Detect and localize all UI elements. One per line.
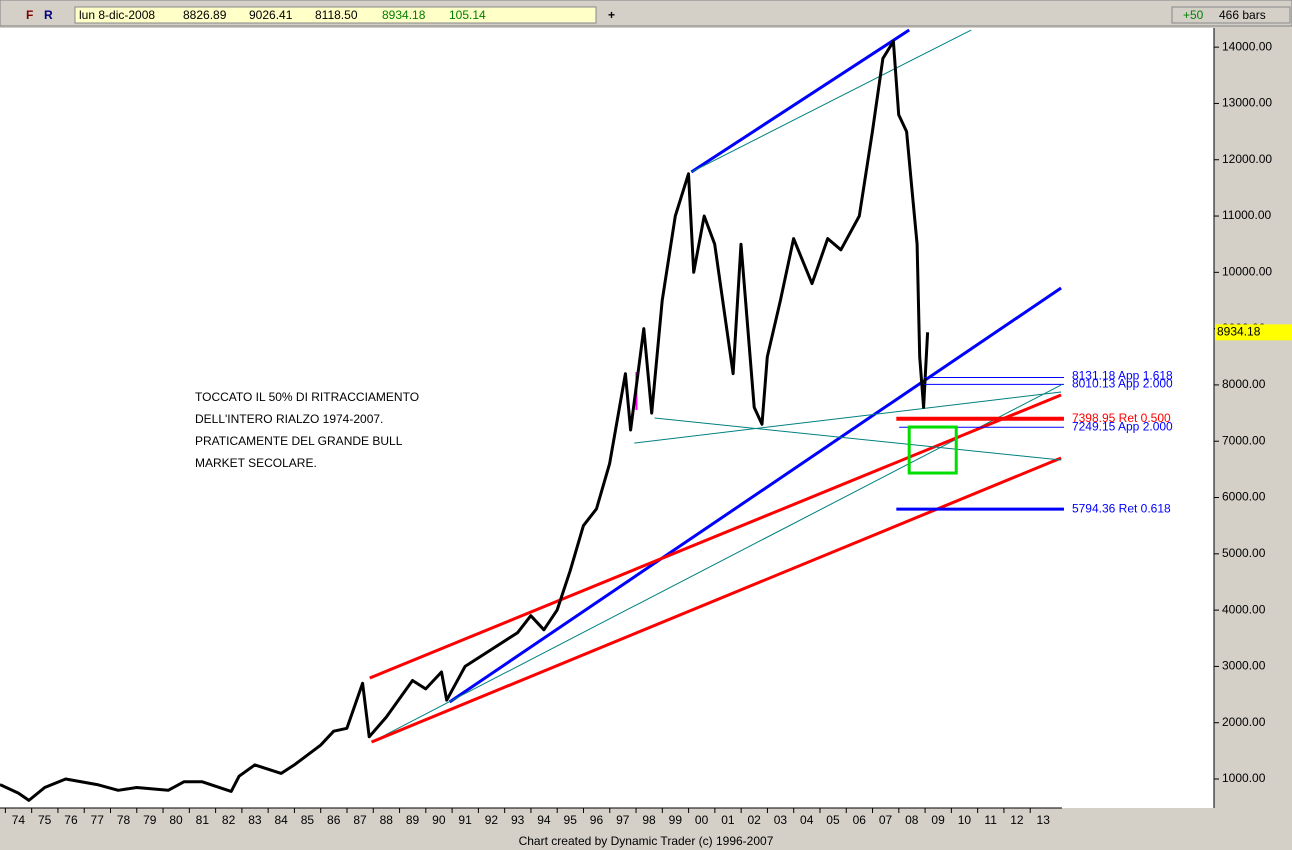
date: lun 8-dic-2008 [79,8,155,22]
x-tick-label: 88 [380,813,394,827]
target-box [907,425,958,475]
trend-line [371,384,1062,743]
x-tick-label: 11 [984,813,997,827]
trend-line [691,29,972,173]
y-tick-label: 4000.00 [1222,602,1266,616]
f-button[interactable]: F [26,8,33,22]
x-tick-label: 02 [747,813,761,827]
x-tick-label: 85 [301,813,315,827]
x-tick-label: 93 [511,813,525,827]
low: 8118.50 [315,8,358,22]
annotation: TOCCATO IL 50% DI RITRACCIAMENTO [195,390,419,404]
y-tick-label: 6000.00 [1222,490,1266,504]
x-tick-label: 82 [222,813,236,827]
x-tick-label: 10 [958,813,972,827]
price-tag-label: 8934.18 [1217,325,1261,339]
level-label: 8010.13 App 2.000 [1072,377,1173,391]
x-tick-label: 12 [1010,813,1024,827]
x-tick-label: 84 [274,813,288,827]
x-tick-label: 01 [721,813,735,827]
trend-line [690,28,911,174]
y-tick-label: 13000.00 [1222,96,1272,110]
x-tick-label: 81 [196,813,210,827]
x-tick-label: 96 [590,813,604,827]
x-tick-label: 77 [91,813,105,827]
x-tick-label: 95 [564,813,578,827]
close: 8934.18 [382,8,426,22]
x-tick-label: 00 [695,813,709,827]
level-label: 7249.15 App 2.000 [1072,419,1173,433]
y-tick-label: 8000.00 [1222,377,1266,391]
info-field [74,6,597,24]
annotation: DELL'INTERO RIALZO 1974-2007. [195,412,383,426]
r-button[interactable]: R [44,8,53,22]
y-tick-label: 12000.00 [1222,152,1272,166]
y-tick-label: 14000.00 [1222,39,1272,53]
level-label: 7398.95 Ret 0.500 [1072,411,1171,425]
x-tick-label: 06 [853,813,867,827]
x-tick-label: 75 [38,813,52,827]
y-tick-label: 3000.00 [1222,659,1266,673]
y-tick-label: 1000.00 [1222,771,1266,785]
trend-line [654,417,1062,461]
y-tick-label: 10000.00 [1222,265,1272,279]
x-tick-label: 97 [616,813,630,827]
x-tick-label: 89 [406,813,420,827]
open: 8826.89 [183,8,227,22]
trend-line [634,391,1062,444]
footer: Chart created by Dynamic Trader (c) 1996… [519,834,774,848]
x-tick-label: 78 [117,813,131,827]
price-tag [1215,324,1292,341]
y-tick-label: 11000.00 [1222,208,1271,222]
high: 9026.41 [249,8,293,22]
y-tick-label: 2000.00 [1222,715,1266,729]
trend-line [369,393,1062,680]
x-tick-label: 74 [12,813,26,827]
x-tick-label: 79 [143,813,157,827]
level-label: 5794.36 Ret 0.618 [1072,501,1171,515]
x-tick-label: 80 [169,813,183,827]
x-tick-label: 90 [432,813,446,827]
x-tick-label: 08 [905,813,919,827]
x-tick-label: 04 [800,813,814,827]
x-tick-label: 09 [931,813,945,827]
x-tick-label: 94 [537,813,551,827]
bars: 466 bars [1219,8,1266,22]
x-tick-label: 98 [642,813,656,827]
x-tick-label: 13 [1037,813,1051,827]
plus[interactable]: +50 [1183,8,1204,22]
change: 105.14 [449,8,486,22]
x-tick-label: 99 [669,813,683,827]
level-label: 8131.18 App 1.618 [1072,369,1173,383]
y-tick-label: 5000.00 [1222,546,1266,560]
trend-line [370,456,1062,744]
crosshair-icon[interactable]: + [608,8,615,22]
x-tick-label: 76 [64,813,78,827]
bars-field [1171,6,1291,24]
x-tick-label: 86 [327,813,341,827]
x-tick-label: 87 [353,813,367,827]
x-tick-label: 92 [485,813,499,827]
x-tick-label: 83 [248,813,262,827]
trend-line [448,286,1062,704]
x-tick-label: 03 [774,813,788,827]
price-line [0,40,930,802]
x-tick-label: 05 [826,813,840,827]
annotation: PRATICAMENTE DEL GRANDE BULL [195,434,403,448]
y-tick-label: 7000.00 [1222,433,1266,447]
annotation: MARKET SECOLARE. [195,456,317,470]
x-tick-label: 91 [458,813,472,827]
x-tick-label: 07 [879,813,893,827]
